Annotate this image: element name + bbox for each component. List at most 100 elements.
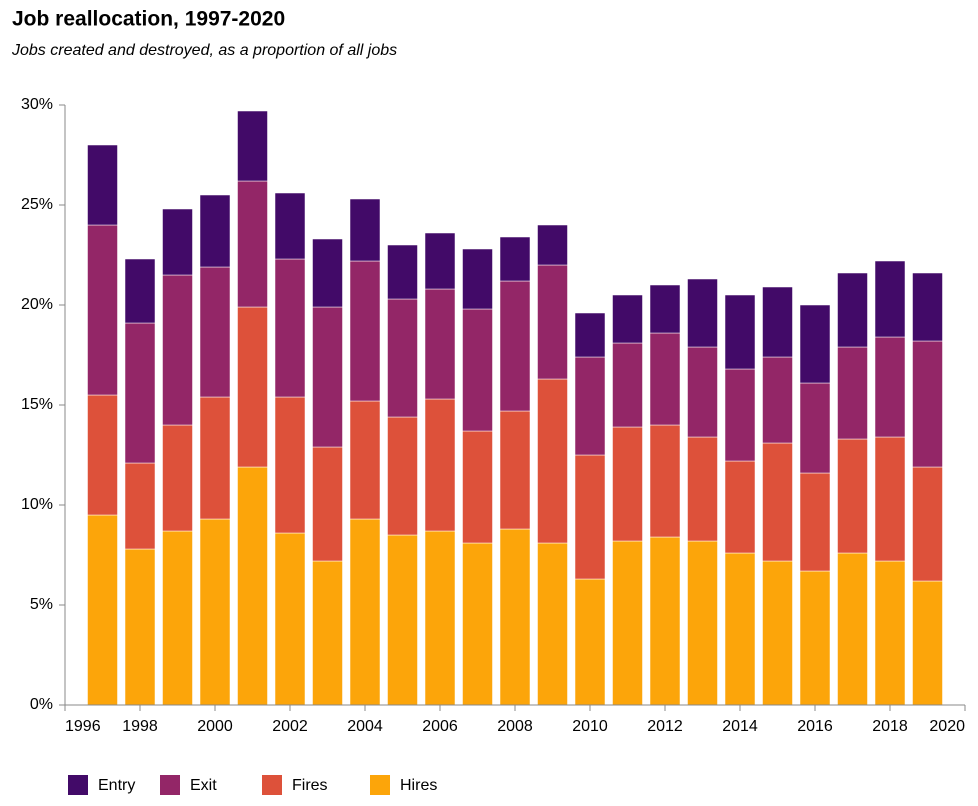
bar-segment <box>162 530 193 706</box>
bar-segment <box>237 110 268 182</box>
bar-segment <box>612 342 643 428</box>
bar-segment <box>274 532 306 706</box>
bar-segment <box>612 540 643 706</box>
bar-segment <box>499 236 531 282</box>
bar-segment <box>124 258 156 324</box>
bar-segment <box>837 552 868 706</box>
y-tick-label: 25% <box>21 196 53 213</box>
legend-swatch <box>262 775 282 795</box>
y-tick-label: 20% <box>21 296 53 313</box>
bar-segment <box>762 356 793 444</box>
bar-segment <box>387 298 418 418</box>
bar-segment <box>574 312 606 358</box>
legend-label: Hires <box>400 777 437 794</box>
bar-segment <box>312 238 343 308</box>
legend-label: Entry <box>98 777 135 794</box>
bar-segment <box>762 442 793 562</box>
bar-segment <box>87 514 118 706</box>
bar-segment <box>537 378 568 544</box>
legend-label: Exit <box>190 777 217 794</box>
bar-segment <box>537 542 568 706</box>
bar-segment <box>349 198 381 262</box>
bar-segment <box>799 382 831 474</box>
bar-segment <box>762 560 793 706</box>
bar-segment <box>199 194 231 268</box>
bar-segment <box>799 472 831 572</box>
x-tick-label: 2000 <box>197 718 233 735</box>
x-tick-label: 2020 <box>929 718 965 735</box>
bar-segment <box>312 446 343 562</box>
x-tick-label: 1998 <box>122 718 158 735</box>
legend-swatch <box>68 775 88 795</box>
bar-segment <box>237 306 268 468</box>
bar-segment <box>274 396 306 534</box>
bar-segment <box>424 530 456 706</box>
bar-segment <box>237 180 268 308</box>
x-tick-label: 2004 <box>347 718 383 735</box>
bar-segment <box>312 306 343 448</box>
bar-segment <box>424 232 456 290</box>
bar-segment <box>199 518 231 706</box>
bar-segment <box>724 460 756 554</box>
bar-segment <box>912 466 943 582</box>
x-tick-label: 2012 <box>647 718 683 735</box>
bar-segment <box>424 288 456 400</box>
legend-swatch <box>160 775 180 795</box>
bar-segment <box>312 560 343 706</box>
bar-segment <box>799 304 831 384</box>
bar-segment <box>724 552 756 706</box>
bar-segment <box>874 436 906 562</box>
x-tick-label: 2010 <box>572 718 608 735</box>
bar-segment <box>162 274 193 426</box>
bar-segment <box>612 426 643 542</box>
bar-segment <box>649 536 681 706</box>
bar-segment <box>574 454 606 580</box>
bar-segment <box>349 518 381 706</box>
bar-segment <box>87 144 118 226</box>
bar-segment <box>837 346 868 440</box>
bar-segment <box>162 208 193 276</box>
bar-segment <box>387 244 418 300</box>
bar-segment <box>649 424 681 538</box>
bar-segment <box>462 542 493 706</box>
bar-segment <box>687 278 718 348</box>
bar-segment <box>349 260 381 402</box>
bar-segment <box>124 462 156 550</box>
bar-segment <box>724 368 756 462</box>
bar-segment <box>87 394 118 516</box>
x-tick-label: 2018 <box>872 718 908 735</box>
y-tick-label: 15% <box>21 396 53 413</box>
x-tick-label: 2002 <box>272 718 308 735</box>
bar-segment <box>874 260 906 338</box>
y-tick-label: 5% <box>30 596 53 613</box>
x-tick-label: 2006 <box>422 718 458 735</box>
bar-segment <box>612 294 643 344</box>
bar-segment <box>537 224 568 266</box>
bar-segment <box>837 272 868 348</box>
bar-segment <box>574 578 606 706</box>
chart-title: Job reallocation, 1997-2020 <box>12 8 285 31</box>
bar-segment <box>162 424 193 532</box>
bar-segment <box>499 280 531 412</box>
bar-segment <box>499 528 531 706</box>
bar-segment <box>912 340 943 468</box>
bar-segment <box>687 540 718 706</box>
bar-segment <box>124 322 156 464</box>
bar-segment <box>237 466 268 706</box>
bar-segment <box>424 398 456 532</box>
bar-segment <box>199 396 231 520</box>
bar-segment <box>537 264 568 380</box>
bar-segment <box>912 272 943 342</box>
legend-swatch <box>370 775 390 795</box>
bar-segment <box>912 580 943 706</box>
bar-segment <box>274 258 306 398</box>
bar-segment <box>274 192 306 260</box>
bar-segment <box>349 400 381 520</box>
bar-segment <box>874 336 906 438</box>
x-tick-label: 1996 <box>65 718 101 735</box>
chart-subtitle: Jobs created and destroyed, as a proport… <box>11 42 397 59</box>
y-tick-label: 30% <box>21 96 53 113</box>
legend-label: Fires <box>292 777 328 794</box>
bar-segment <box>387 416 418 536</box>
